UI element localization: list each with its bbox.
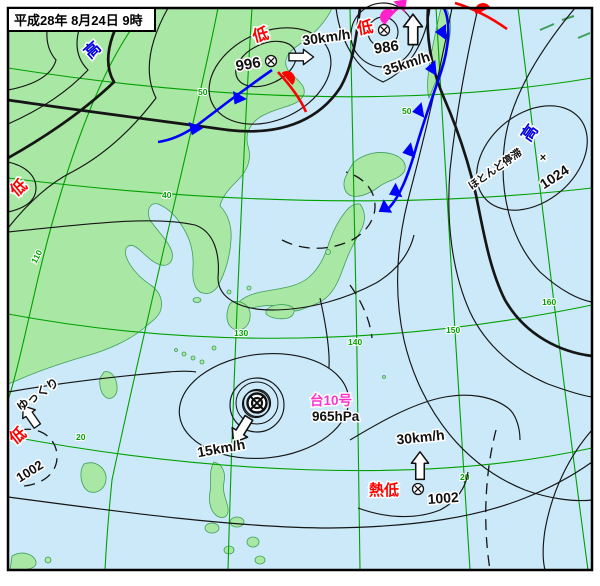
- isobar-low-west-loop: [7, 161, 37, 213]
- isobars: [7, 2, 593, 571]
- low-986-center-mark: [377, 23, 391, 37]
- title-box: 平成28年 8月24日 9時: [7, 7, 156, 32]
- island-oki: [246, 285, 252, 291]
- low-986-pressure: 986: [373, 37, 400, 57]
- grid-label-20-east: 20: [460, 472, 470, 482]
- map-border: [6, 6, 594, 572]
- isobar-typhoon-1: [241, 389, 271, 419]
- low-996-center-mark: [264, 54, 278, 68]
- trough-lines: [19, 171, 497, 571]
- meridian-140e: [349, 7, 361, 571]
- tropical-low-label: 熱低: [369, 481, 399, 499]
- tropical-low-center-mark: [411, 482, 425, 496]
- isobar-996-outer: [208, 27, 332, 125]
- luzon: [209, 461, 229, 518]
- typhoon-symbol: [235, 381, 279, 425]
- cold-front-pacific: [388, 7, 450, 209]
- meridian-120e: [104, 7, 219, 571]
- kyushu: [226, 301, 251, 331]
- grid-label-140: 140: [348, 337, 362, 347]
- grid-label-40: 40: [162, 190, 172, 200]
- ryukyu-island: [174, 348, 178, 352]
- isobar: [7, 7, 169, 229]
- philippine-island: [254, 555, 266, 565]
- isobar-986-outer: [335, 7, 431, 83]
- island-tsushima: [226, 289, 232, 295]
- isobar-996-inner: [235, 40, 297, 88]
- isobar: [397, 7, 593, 502]
- grid-label-20-west: 20: [76, 432, 86, 442]
- meridian-160e: [517, 7, 589, 571]
- island-sado: [325, 249, 331, 255]
- isobar-typhoon-2: [229, 377, 285, 433]
- isobar-high-east: [476, 105, 588, 211]
- grid-label-130: 130: [234, 328, 248, 338]
- isobar: [7, 220, 415, 311]
- isobar-bold: [7, 7, 362, 133]
- grid-label-50-west: 50: [198, 87, 208, 97]
- small-island: [44, 556, 52, 564]
- system-marks: [235, 23, 425, 496]
- isobar: [7, 461, 593, 529]
- isobar: [349, 394, 521, 441]
- isobar-bold: [7, 7, 128, 160]
- low-986-label: 低: [355, 17, 375, 39]
- philippine-island: [229, 516, 245, 528]
- trough-japan-east: [281, 171, 376, 249]
- parallel-50n: [7, 67, 593, 98]
- warm-front-northeast: [454, 1, 508, 31]
- trough-japan-se: [349, 284, 373, 339]
- shikoku: [265, 304, 295, 320]
- graticule: 50 50 40 110 130 140 150 160 20 20: [7, 7, 593, 571]
- chart-date-title: 平成28年 8月24日 9時: [14, 13, 143, 28]
- ryukyu-island: [199, 359, 205, 365]
- grid-label-50-east: 50: [402, 106, 412, 116]
- grid-label-150: 150: [446, 325, 460, 335]
- ryukyu-island: [211, 345, 217, 351]
- cold-front-996: [157, 68, 273, 144]
- ryukyu-island: [190, 355, 196, 361]
- meridian-110e: [7, 7, 149, 401]
- meridian-130e: [227, 7, 253, 571]
- landmasses: [7, 7, 591, 571]
- typhoon-pressure: 965hPa: [312, 409, 360, 424]
- isobar: [7, 370, 197, 393]
- high-east-center-mark: ×: [540, 152, 546, 164]
- grid-label-160: 160: [542, 297, 556, 307]
- parallel-40n: [7, 177, 593, 202]
- kuril-islands: [539, 15, 591, 39]
- isobar-typhoon-outer: [178, 352, 350, 460]
- philippine-island: [246, 536, 260, 548]
- typhoon-name: 台10号: [310, 392, 352, 408]
- asia-continent: [7, 7, 333, 385]
- isobar: [319, 297, 330, 369]
- isobar: [542, 429, 593, 571]
- isobar: [502, 7, 593, 303]
- isobar: [448, 7, 593, 398]
- island-jeju: [192, 297, 202, 303]
- ryukyu-island: [181, 351, 187, 357]
- hokkaido: [343, 152, 406, 197]
- isobar: [357, 471, 469, 518]
- tropical-low-speed: 30km/h: [396, 427, 446, 448]
- parallel-20n: [7, 435, 593, 472]
- island-ogasawara: [382, 375, 386, 379]
- tropical-low-pressure: 1002: [427, 489, 459, 507]
- warm-front-996: [277, 71, 308, 113]
- philippine-island: [204, 522, 220, 534]
- parallel-30n: [7, 304, 593, 339]
- isobar-bold: [426, 7, 593, 358]
- fronts: [157, 0, 508, 219]
- island-hainan: [80, 462, 107, 493]
